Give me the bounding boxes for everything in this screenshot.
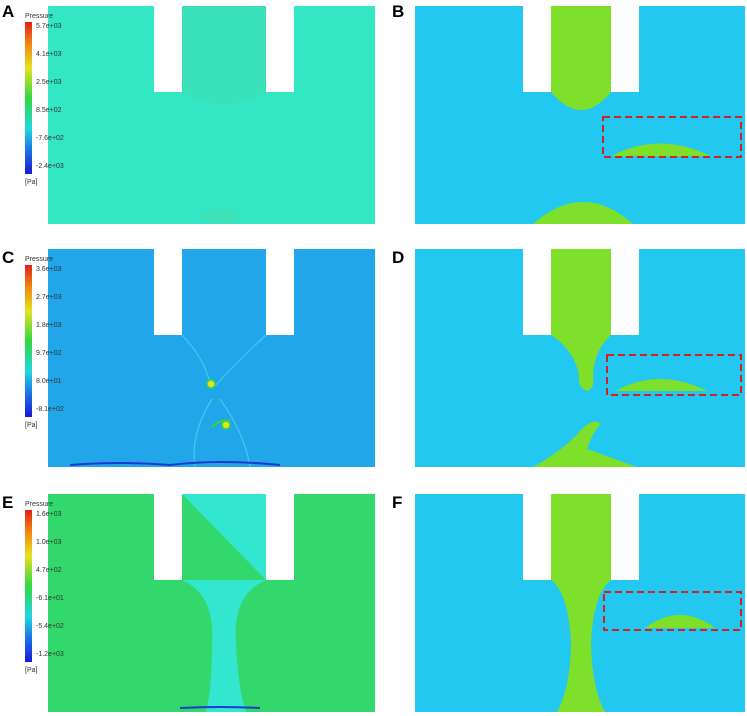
liquid-bridge-f <box>551 494 611 712</box>
pressure-spot-c-2 <box>221 420 231 430</box>
pressure-contour-panel-a: Pressure 5.7e+03 4.1e+03 2.5e+03 8.5e+02… <box>25 6 375 224</box>
colorbar-tick-e-5: -1.2e+03 <box>36 651 64 658</box>
colorbar-tick-e-2: 4.7e+02 <box>36 567 62 574</box>
colorbar-tick-a-4: -7.6e+02 <box>36 135 64 142</box>
phase-contour-panel-d <box>415 249 745 467</box>
domain-b <box>415 6 745 224</box>
panel-label-f: F <box>392 493 403 512</box>
colorbar-title-e: Pressure <box>25 501 53 508</box>
phase-contour-panel-f <box>415 494 745 712</box>
panel-label-a: A <box>2 2 15 21</box>
bottom-edge-e <box>179 706 261 709</box>
panel-label-c: C <box>2 248 15 267</box>
pressure-tail-c <box>211 419 231 428</box>
panel-label-d: D <box>392 248 405 267</box>
channel-a <box>182 6 266 104</box>
colorbar-tick-a-3: 8.5e+02 <box>36 107 62 114</box>
colorbar-unit-e: [Pa] <box>25 667 38 674</box>
colorbar-tick-c-1: 2.7e+03 <box>36 294 62 301</box>
colorbar-tick-c-3: 9.7e+02 <box>36 350 62 357</box>
pinching-thread-d <box>551 249 611 391</box>
colorbar-c <box>25 265 32 417</box>
channel-e <box>182 494 266 712</box>
bottom-spot-a <box>200 210 240 222</box>
colorbar-title-c: Pressure <box>25 256 53 263</box>
domain-a <box>48 6 375 224</box>
colorbar-tick-a-0: 5.7e+03 <box>36 23 62 30</box>
colorbar-tick-e-3: -6.1e+01 <box>36 595 64 602</box>
colorbar-a <box>25 22 32 174</box>
highlight-box-f <box>603 591 742 631</box>
colorbar-tick-c-4: 8.0e+01 <box>36 378 62 385</box>
colorbar-unit-a: [Pa] <box>25 179 38 186</box>
neck-e <box>182 580 266 712</box>
colorbar-title-a: Pressure <box>25 13 53 20</box>
colorbar-tick-e-1: 1.0e+03 <box>36 539 62 546</box>
bottom-mound-b <box>533 202 633 224</box>
colorbar-unit-c: [Pa] <box>25 422 38 429</box>
colorbar-tick-c-5: -8.1e+02 <box>36 406 64 413</box>
colorbar-tick-e-0: 1.6e+03 <box>36 511 62 518</box>
droplet-d <box>615 379 707 391</box>
colorbar-tick-a-5: -2.4e+03 <box>36 163 64 170</box>
phase-contour-panel-b <box>415 6 745 224</box>
bottom-mound-d <box>533 421 637 467</box>
bottom-edge-c <box>69 461 281 467</box>
colorbar-tick-c-2: 1.8e+03 <box>36 322 62 329</box>
colorbar-tick-a-1: 4.1e+03 <box>36 51 62 58</box>
colorbar-tick-e-4: -5.4e+02 <box>36 623 64 630</box>
panel-label-e: E <box>2 493 14 512</box>
colorbar-tick-c-0: 3.6e+03 <box>36 266 62 273</box>
interface-c-lower <box>193 398 251 467</box>
pressure-spot-c-1 <box>206 379 216 389</box>
colorbar-e <box>25 510 32 662</box>
colorbar-tick-a-2: 2.5e+03 <box>36 79 62 86</box>
panel-label-b: B <box>392 2 405 21</box>
domain-c <box>48 249 375 467</box>
pressure-contour-panel-c: Pressure 3.6e+03 2.7e+03 1.8e+03 9.7e+02… <box>25 249 375 467</box>
pressure-contour-panel-e: Pressure 1.6e+03 1.0e+03 4.7e+02 -6.1e+0… <box>25 494 375 712</box>
highlight-box-d <box>606 354 742 396</box>
droplet-b <box>611 143 710 156</box>
droplet-f <box>645 615 715 628</box>
droplet-stream-b <box>551 6 611 110</box>
highlight-box-b <box>602 116 742 158</box>
